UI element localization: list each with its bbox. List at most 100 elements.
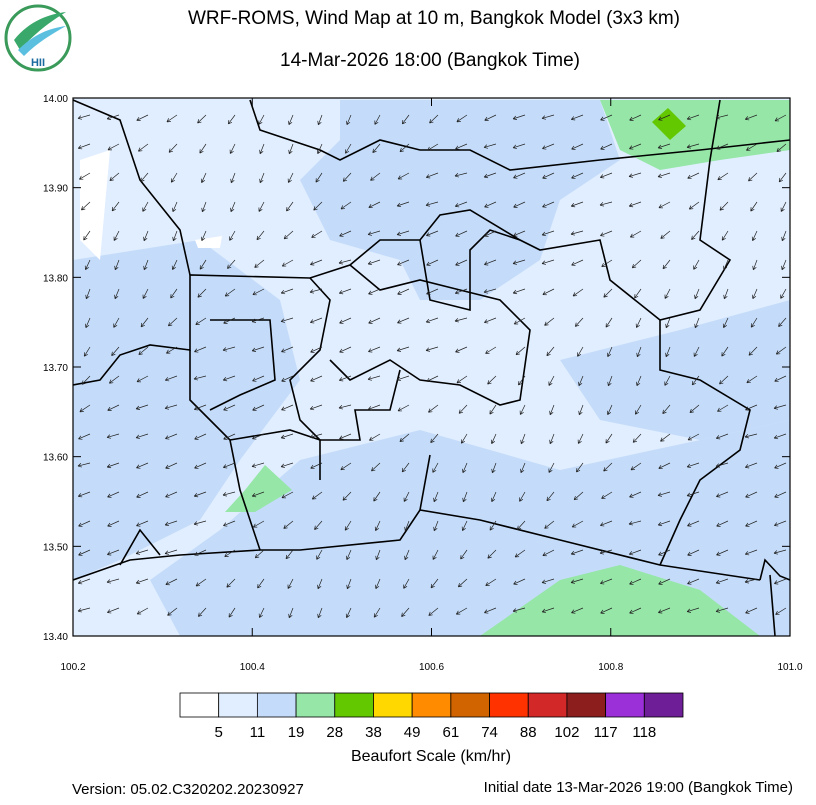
wind-arrow [77,491,91,498]
wind-arrow [750,201,758,212]
wind-arrow [489,520,497,531]
wind-arrow [375,549,381,561]
wind-arrow [371,462,381,472]
colorbar-label: 19 [288,724,305,741]
wind-arrow [686,114,700,121]
wind-arrow [404,520,410,532]
wind-arrow [751,230,758,241]
wind-arrow [165,433,178,440]
wind-arrow [629,491,642,498]
wind-arrow [717,172,729,181]
wind-arrow [600,172,613,179]
wind-arrow [309,404,323,411]
wind-arrow [252,288,265,296]
wind-arrow [607,346,613,358]
wind-arrow [687,578,700,585]
wind-arrow [571,520,584,528]
wind-arrow [222,375,236,382]
wind-arrow [774,375,787,382]
wind-arrow [662,404,671,415]
wind-arrow [229,230,236,241]
wind-arrow [227,114,236,125]
wind-arrow [199,259,207,270]
wind-arrow [251,346,265,352]
wind-arrow [432,549,439,560]
logo: HII [4,4,72,72]
wind-arrow [396,201,410,208]
wind-arrow [397,288,410,295]
wind-arrow [317,578,323,590]
wind-arrow [368,201,381,209]
wind-arrow [460,433,468,444]
wind-arrow [138,143,149,152]
wind-arrow [254,259,265,268]
wind-arrow [778,172,787,183]
wind-arrow [776,143,787,153]
wind-arrow [636,375,642,387]
colorbar-label: 102 [554,724,579,741]
wind-arrow [201,201,207,213]
wind-arrow [106,114,120,120]
wind-arrow [426,230,439,237]
wind-arrow [251,491,265,498]
wind-arrow [601,259,613,267]
wind-arrow [603,288,613,298]
wind-arrow [636,346,642,358]
wind-arrow [600,143,613,150]
wind-arrow [368,317,381,324]
wind-arrow [635,404,642,415]
wind-arrow [716,549,729,556]
wind-arrow [367,230,381,236]
wind-arrow [687,433,700,441]
wind-arrow [396,346,410,352]
wind-arrow [426,375,439,383]
wind-arrow [600,114,613,121]
wind-arrow [430,578,439,589]
x-tick-label: 100.6 [419,662,444,673]
wind-arrow [281,491,294,499]
wind-arrow [136,375,149,383]
wind-arrow [715,433,729,440]
wind-arrow [426,288,439,295]
wind-arrow [230,172,236,184]
wind-arrow [715,607,729,613]
colorbar-swatch [218,692,258,718]
wind-arrow [194,346,207,353]
wind-arrow [541,259,555,265]
wind-arrow [286,201,294,212]
wind-arrow [721,346,729,357]
wind-arrow [317,114,323,126]
wind-arrow [516,520,526,530]
wind-arrow [513,317,526,325]
wind-arrow [719,375,729,385]
wind-arrow [665,317,671,329]
wind-arrow [401,607,410,617]
wind-arrow [193,491,207,498]
wind-arrow [107,404,120,411]
wind-arrow [401,114,410,125]
wind-arrow [484,607,497,614]
wind-arrow [77,143,91,150]
wind-arrow [252,404,265,411]
wind-arrow [687,520,700,527]
wind-arrow [285,549,294,560]
wind-arrow [629,143,642,150]
wind-arrow [79,172,91,180]
wind-arrow [288,114,294,126]
wind-arrow [686,462,700,469]
wind-arrow [372,143,381,154]
wind-arrow [433,520,439,532]
wind-arrow [716,520,729,527]
wind-arrow [251,317,265,323]
wind-arrow [542,288,555,296]
wind-arrow [77,114,91,120]
wind-arrow [280,433,294,439]
wind-arrow [774,491,787,498]
wind-arrow [339,433,352,440]
wind-arrow [200,172,207,183]
logo-leaf [18,26,66,56]
wind-arrow [600,230,613,237]
wind-arrow [77,462,91,468]
wind-arrow [513,230,526,237]
wind-arrow [313,201,323,211]
